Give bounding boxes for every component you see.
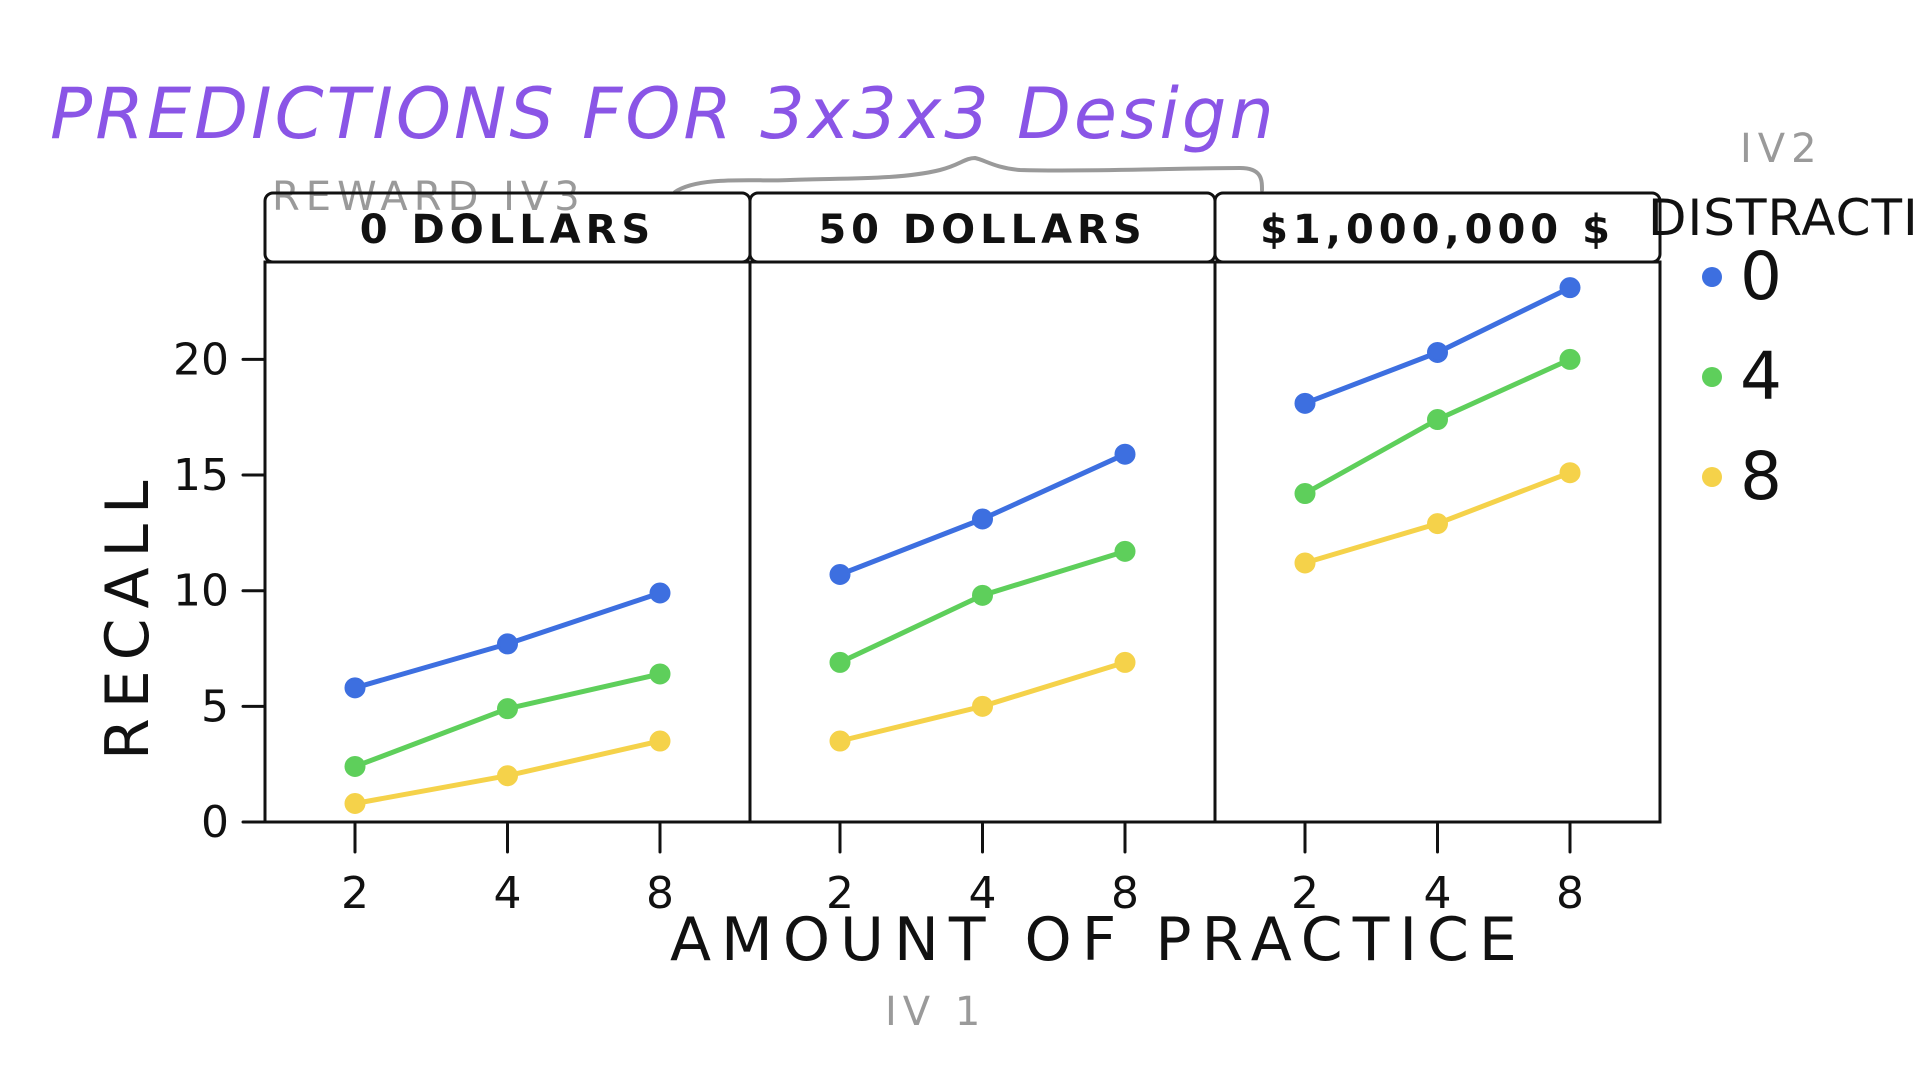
- data-point-4-panel-1-x4: [497, 698, 518, 720]
- practice-iv-label: IV 1: [885, 989, 986, 1035]
- panel-strip-label-3: $1,000,000 $: [1260, 207, 1615, 253]
- data-point-8-panel-1-x4: [497, 765, 518, 787]
- data-point-4-panel-2-x4: [972, 584, 993, 606]
- y-tick-label: 10: [173, 566, 229, 617]
- x-tick-label: 4: [494, 868, 522, 919]
- x-axis-title: AMOUNT OF PRACTICE: [670, 905, 1527, 975]
- legend-title: DISTRACTION: [1648, 189, 1920, 247]
- data-point-4-panel-1-x2: [344, 755, 366, 777]
- data-point-4-panel-3-x4: [1427, 409, 1448, 431]
- y-tick-label: 15: [173, 450, 229, 501]
- legend-label-8: 8: [1740, 438, 1782, 515]
- data-point-4-panel-2-x2: [829, 651, 851, 673]
- series-line-4-panel-2: [837, 548, 1128, 665]
- data-point-0-panel-2-x2: [829, 564, 851, 586]
- legend-swatch-0: [1702, 267, 1722, 287]
- legend-swatch-4: [1702, 367, 1722, 387]
- data-point-8-panel-3-x8: [1559, 462, 1581, 484]
- y-tick-label: 0: [201, 797, 229, 848]
- x-tick-label: 8: [1111, 868, 1139, 919]
- y-tick-label: 5: [201, 681, 229, 732]
- y-tick-label: 20: [173, 334, 229, 385]
- reward-brace: [673, 155, 1264, 194]
- data-point-8-panel-2-x4: [972, 695, 993, 717]
- data-point-8-panel-2-x2: [829, 730, 851, 752]
- data-point-8-panel-3-x2: [1294, 552, 1316, 574]
- data-point-8-panel-2-x8: [1114, 651, 1136, 673]
- panel-frame-3: [1213, 260, 1662, 824]
- legend-swatch-8: [1702, 467, 1722, 487]
- data-point-0-panel-3-x2: [1294, 392, 1316, 414]
- panel-strip-label-1: 0 DOLLARS: [360, 207, 656, 253]
- x-tick-label: 2: [826, 868, 854, 919]
- x-tick-label: 2: [1291, 868, 1319, 919]
- x-tick-label: 4: [969, 868, 997, 919]
- data-point-0-panel-1-x2: [344, 677, 366, 699]
- data-point-0-panel-2-x8: [1114, 443, 1136, 465]
- data-point-8-panel-3-x4: [1427, 513, 1448, 535]
- data-point-0-panel-2-x4: [972, 508, 993, 530]
- x-tick-label: 4: [1424, 868, 1452, 919]
- data-point-8-panel-1-x2: [344, 792, 366, 814]
- reward-iv-label: REWARD IV3: [272, 174, 586, 220]
- data-point-4-panel-1-x8: [649, 663, 671, 685]
- data-point-0-panel-1-x4: [497, 633, 518, 655]
- data-point-0-panel-3-x8: [1559, 277, 1581, 299]
- y-axis-title: RECALL: [93, 471, 163, 760]
- panel-frame-2: [748, 260, 1217, 824]
- data-point-0-panel-1-x8: [649, 582, 671, 604]
- x-tick-label: 8: [1556, 868, 1584, 919]
- legend-label-4: 4: [1740, 338, 1782, 415]
- data-point-4-panel-3-x2: [1294, 483, 1316, 505]
- data-point-0-panel-3-x4: [1427, 341, 1448, 363]
- chart-title: PREDICTIONS FOR 3x3x3 Design: [50, 73, 1277, 155]
- distraction-iv-label: IV2: [1740, 126, 1823, 172]
- x-tick-label: 8: [646, 868, 674, 919]
- panel-strip-label-2: 50 DOLLARS: [818, 207, 1146, 253]
- data-point-8-panel-1-x8: [649, 730, 671, 752]
- panel-frame-1: [263, 260, 752, 824]
- data-point-4-panel-2-x8: [1114, 540, 1136, 562]
- legend-label-0: 0: [1740, 238, 1782, 315]
- data-point-4-panel-3-x8: [1559, 348, 1581, 370]
- x-tick-label: 2: [341, 868, 369, 919]
